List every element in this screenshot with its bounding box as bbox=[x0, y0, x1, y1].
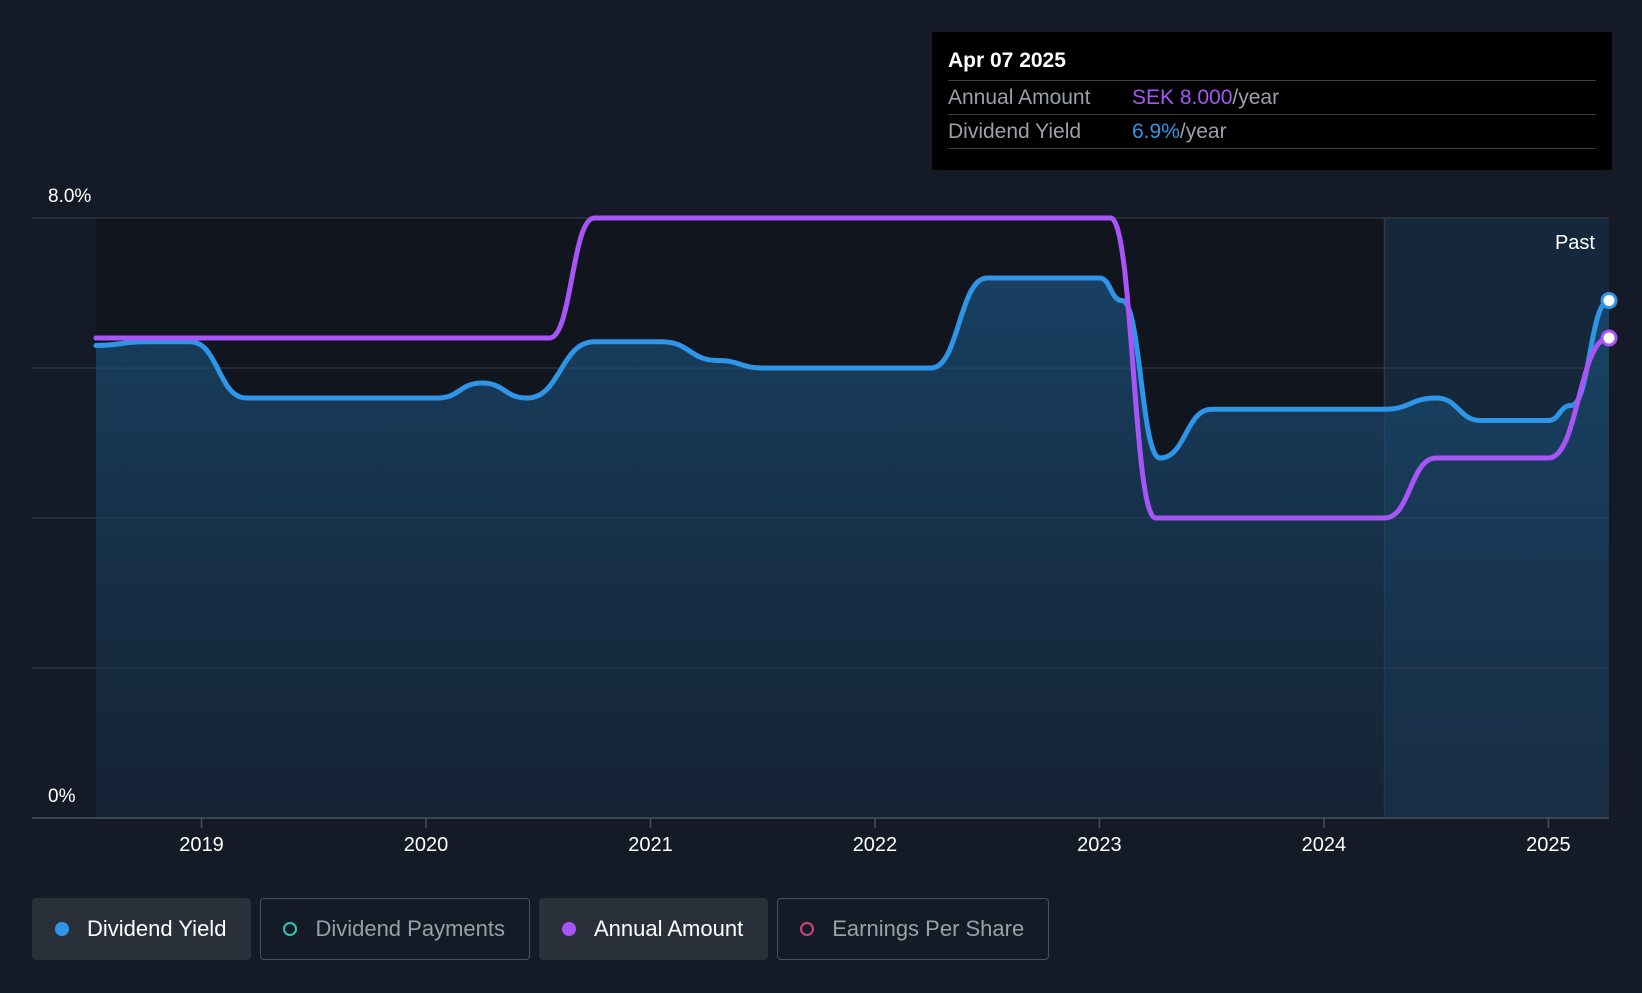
ring-icon bbox=[283, 922, 298, 936]
y-axis-bottom-label: 0% bbox=[48, 786, 76, 807]
tooltip-label: Dividend Yield bbox=[948, 120, 1082, 143]
legend-dividend-payments[interactable]: Dividend Payments bbox=[260, 898, 530, 960]
past-label: Past bbox=[1555, 232, 1595, 254]
x-tick-label: 2022 bbox=[853, 834, 898, 856]
tooltip-date: Apr 07 2025 bbox=[948, 46, 1596, 81]
annual-amount-end-marker[interactable] bbox=[1600, 329, 1618, 347]
tooltip-suffix: /year bbox=[1179, 120, 1227, 143]
x-tick-label: 2021 bbox=[628, 834, 673, 856]
dividend-yield-end-marker[interactable] bbox=[1600, 292, 1618, 309]
y-axis-top-label: 8.0% bbox=[48, 186, 91, 207]
x-tick-label: 2019 bbox=[179, 834, 224, 856]
x-tick-label: 2025 bbox=[1526, 834, 1571, 856]
tooltip-value: SEK 8.000 bbox=[1132, 86, 1233, 109]
tooltip-row-dividend-yield: Dividend Yield 6.9% /year bbox=[948, 115, 1596, 149]
x-tick-label: 2020 bbox=[404, 834, 449, 856]
legend: Dividend Yield Dividend Payments Annual … bbox=[32, 898, 1050, 960]
legend-label: Annual Amount bbox=[593, 916, 744, 941]
tooltip-value: 6.9% bbox=[1132, 120, 1180, 143]
dot-icon bbox=[561, 922, 576, 936]
tooltip-label: Annual Amount bbox=[948, 86, 1091, 109]
legend-label: Earnings Per Share bbox=[832, 916, 1025, 941]
tooltip: Apr 07 2025 Annual Amount SEK 8.000 /yea… bbox=[932, 32, 1612, 170]
legend-dividend-yield[interactable]: Dividend Yield bbox=[32, 898, 252, 960]
dividend-yield-line bbox=[93, 275, 1612, 461]
x-tick-label: 2024 bbox=[1302, 834, 1347, 856]
tooltip-suffix: /year bbox=[1232, 86, 1280, 109]
ring-icon bbox=[800, 922, 815, 936]
x-tick-label: 2023 bbox=[1077, 834, 1122, 856]
legend-label: Dividend Payments bbox=[315, 916, 505, 941]
tooltip-row-annual-amount: Annual Amount SEK 8.000 /year bbox=[948, 81, 1596, 115]
legend-earnings-per-share[interactable]: Earnings Per Share bbox=[777, 898, 1050, 960]
dot-icon bbox=[55, 922, 69, 936]
dividend-yield-area bbox=[96, 278, 1609, 818]
legend-label: Dividend Yield bbox=[87, 916, 227, 941]
legend-annual-amount[interactable]: Annual Amount bbox=[538, 898, 769, 960]
annual-amount-line bbox=[93, 215, 1612, 521]
